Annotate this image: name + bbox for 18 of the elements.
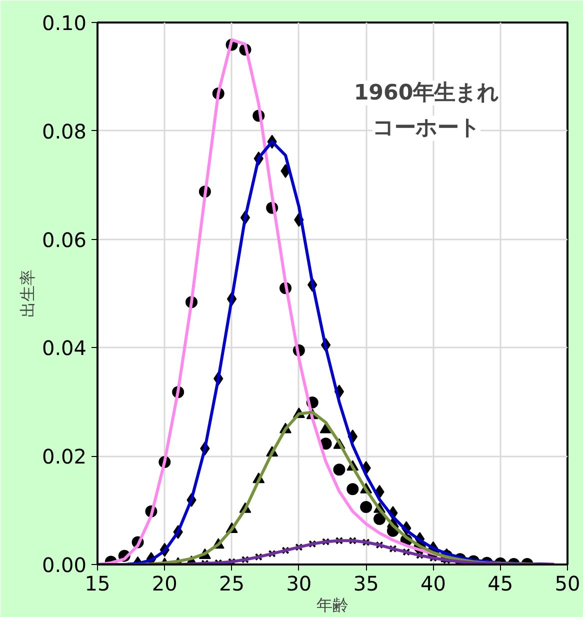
- x-tick-label: 30: [286, 572, 312, 596]
- y-tick-label: 0.08: [42, 119, 86, 144]
- x-tick-label: 20: [152, 572, 178, 596]
- x-tick-label: 45: [488, 572, 514, 596]
- x-axis-title: 年齢: [316, 596, 348, 614]
- x-tick-label: 15: [84, 572, 110, 596]
- y-tick-label: 0.06: [42, 228, 86, 252]
- y-tick-label: 0.04: [42, 336, 86, 360]
- x-tick-label: 35: [353, 572, 379, 596]
- y-tick-label: 0.02: [42, 444, 86, 469]
- x-tick-label: 40: [420, 572, 446, 596]
- x-tick-label: 25: [219, 572, 245, 596]
- annotation: コーホート: [372, 116, 480, 141]
- y-tick-label: 0.00: [42, 553, 86, 577]
- annotation: 1960年生まれ: [354, 80, 500, 106]
- x-tick-label: 50: [554, 572, 580, 596]
- y-tick-label: 0.10: [42, 11, 86, 35]
- y-axis-title: 出生率: [18, 270, 37, 318]
